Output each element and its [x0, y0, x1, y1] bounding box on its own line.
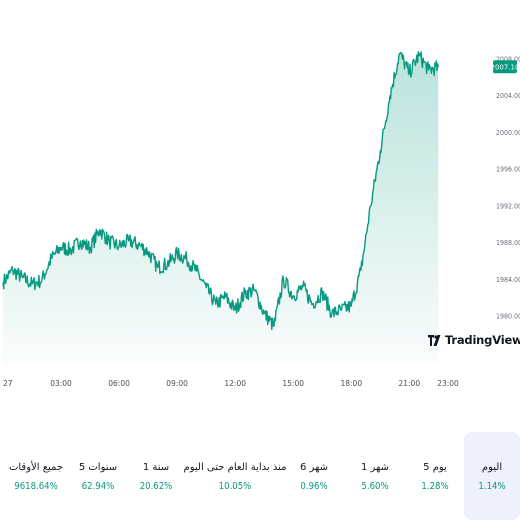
- price-chart[interactable]: 2008.00 2004.00 2000.00 1996.00 1992.00 1988.…: [0, 0, 520, 400]
- performance-period-label: 5 سنوات: [78, 462, 118, 473]
- performance-change-value: 5.60%: [361, 481, 389, 492]
- tradingview-logo-text: TradingView: [445, 333, 520, 347]
- performance-tab[interactable]: 1 سنة 20.62%: [126, 432, 186, 520]
- performance-change-value: 10.05%: [218, 481, 252, 492]
- performance-period-label: 1 شهر: [360, 462, 390, 473]
- performance-bar: اليوم 1.14% 5 يوم 1.28% 1 شهر 5.60% 6 شهر 0.96%…: [0, 432, 520, 520]
- performance-tab[interactable]: 5 يوم 1.28%: [406, 432, 464, 520]
- y-axis-tick-label: 2008.00: [496, 56, 520, 64]
- x-axis-tick-label: 21:00: [398, 379, 420, 388]
- performance-change-value: 1.28%: [421, 481, 449, 492]
- performance-change-value: 20.62%: [139, 481, 173, 492]
- performance-tab[interactable]: 1 شهر 5.60%: [344, 432, 406, 520]
- y-axis-tick-label: 1984.00: [496, 276, 520, 284]
- price-line: [2, 51, 439, 331]
- x-axis-tick-label: 15:00: [282, 379, 304, 388]
- performance-tab[interactable]: 6 شهر 0.96%: [284, 432, 344, 520]
- performance-period-label: 6 شهر: [299, 462, 329, 473]
- price-area-fill: [3, 51, 439, 366]
- performance-period-label: جميع الأوقات: [8, 462, 64, 473]
- performance-change-value: 9618.64%: [14, 481, 58, 492]
- chart-canvas[interactable]: 2008.00 2004.00 2000.00 1996.00 1992.00 1988.…: [0, 0, 520, 400]
- tradingview-logo[interactable]: TradingView: [428, 333, 520, 347]
- performance-period-label: 1 سنة: [142, 462, 170, 473]
- last-price-label: 2007.10: [491, 64, 520, 72]
- performance-period-label: منذ بداية العام حتى اليوم: [183, 462, 287, 473]
- performance-period-label: اليوم: [481, 462, 503, 473]
- performance-tab[interactable]: جميع الأوقات 9618.64%: [2, 432, 70, 520]
- y-axis-tick-label: 1988.00: [496, 239, 520, 247]
- y-axis-tick-label: 1996.00: [496, 166, 520, 174]
- x-axis-tick-label: 23:00: [437, 379, 459, 388]
- performance-tab[interactable]: 5 سنوات 62.94%: [70, 432, 126, 520]
- x-axis-tick-label: 06:00: [108, 379, 130, 388]
- performance-period-label: 5 يوم: [423, 462, 447, 473]
- performance-tab[interactable]: منذ بداية العام حتى اليوم 10.05%: [183, 432, 287, 520]
- y-axis-tick-label: 2000.00: [496, 129, 520, 137]
- x-axis-tick-label: 27: [3, 379, 13, 388]
- performance-change-value: 1.14%: [478, 481, 506, 492]
- x-axis-tick-label: 18:00: [340, 379, 362, 388]
- x-axis-tick-label: 09:00: [166, 379, 188, 388]
- x-axis-tick-label: 12:00: [224, 379, 246, 388]
- y-axis-tick-label: 1992.00: [496, 203, 520, 211]
- performance-tab[interactable]: اليوم 1.14%: [464, 432, 520, 520]
- y-axis-tick-label: 2004.00: [496, 92, 520, 100]
- x-axis-tick-label: 03:00: [50, 379, 72, 388]
- last-price-tag: [493, 60, 517, 74]
- tradingview-logo-icon: [428, 334, 441, 346]
- performance-change-value: 62.94%: [81, 481, 115, 492]
- performance-change-value: 0.96%: [300, 481, 328, 492]
- y-axis-tick-label: 1980.00: [496, 313, 520, 321]
